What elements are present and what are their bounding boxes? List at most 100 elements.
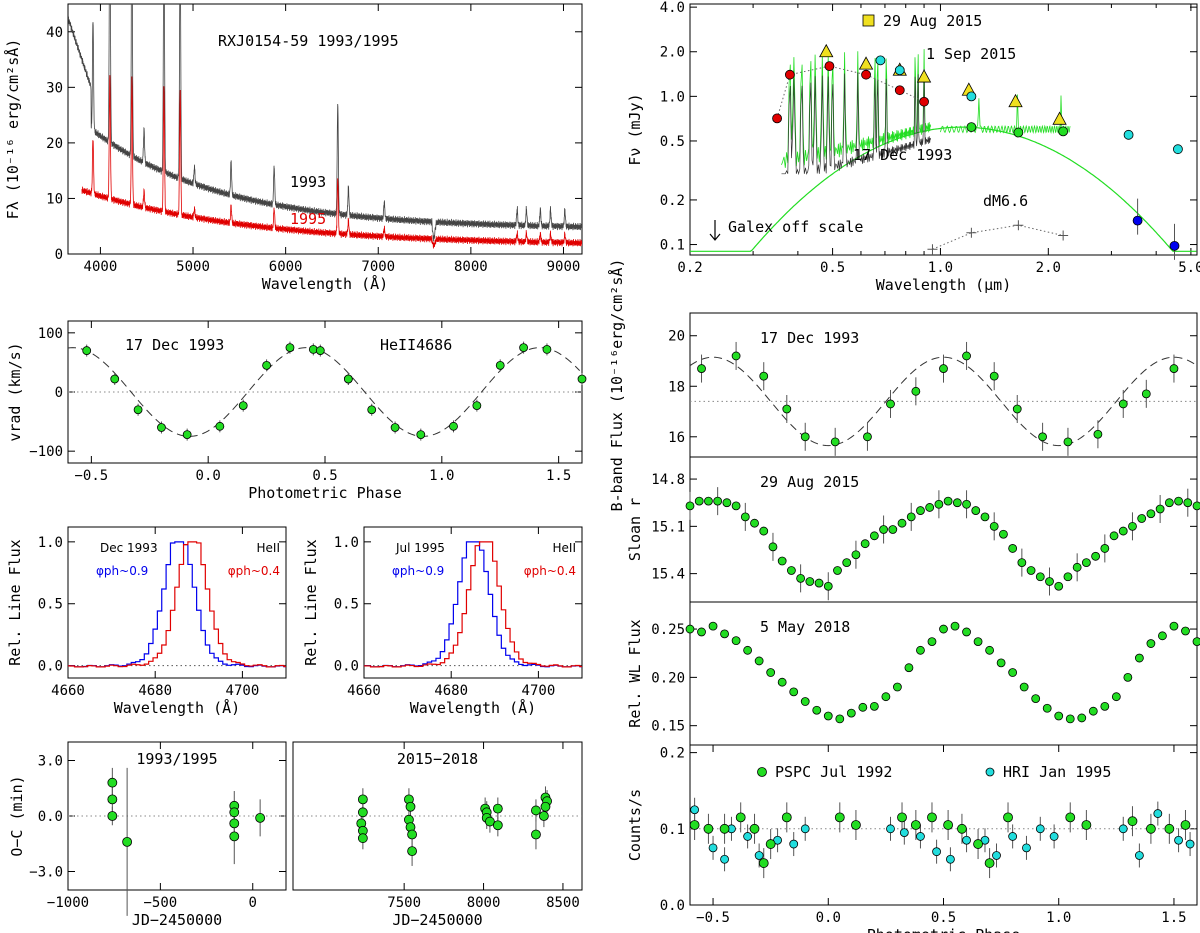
sloan-point — [925, 503, 935, 512]
spec-ytick-label: 40 — [46, 25, 63, 41]
oc2-point — [538, 811, 549, 821]
vrad-point — [449, 421, 458, 431]
sloan-point — [1192, 501, 1200, 511]
wl-point — [1008, 668, 1018, 677]
sed-red-point — [919, 96, 929, 107]
bband-point — [962, 351, 971, 361]
xray-hri-point — [1153, 809, 1163, 818]
sloan-point — [879, 525, 888, 534]
vrad-point — [472, 401, 482, 411]
sed-green-point — [1058, 126, 1069, 137]
bband-point — [863, 432, 872, 442]
bband-point — [911, 386, 921, 396]
sloan-point — [869, 531, 879, 541]
vrad-point — [416, 430, 426, 440]
sed-dec-label: 17 Dec 1993 — [853, 146, 952, 164]
sloan-ylabel: Sloan r — [626, 498, 644, 561]
sed-cyan-point — [966, 91, 977, 102]
sloan-title: 29 Aug 2015 — [760, 473, 859, 491]
bband-ytick-label: 16 — [668, 430, 685, 446]
sloan-point — [740, 512, 750, 522]
sed-dm66-dotted-line — [932, 224, 1064, 250]
sloan-point — [1109, 531, 1119, 541]
wl-point — [846, 708, 856, 718]
xray-pspc-point — [735, 812, 746, 823]
oc2-point — [357, 833, 368, 844]
oc2-title: 2015−2018 — [397, 750, 478, 768]
sloan-ytick-label: 15.4 — [651, 567, 685, 583]
sed-ytick-label: 0.5 — [660, 134, 685, 150]
wl-point — [881, 692, 891, 702]
spec-xlabel: Wavelength (Å) — [262, 274, 388, 293]
wl-point — [1123, 672, 1133, 682]
vrad-point — [82, 346, 92, 355]
sloan-point — [971, 506, 981, 515]
sloan-point — [704, 496, 713, 506]
oc2-point — [492, 803, 503, 814]
xray-xtick-label: 0.5 — [931, 910, 956, 926]
xray-pspc-point — [897, 812, 907, 823]
sed-red-point — [784, 69, 795, 80]
xray-pspc-point — [1003, 812, 1013, 823]
sed-dm-label: dM6.6 — [983, 192, 1028, 210]
xray-ytick-label: 0.1 — [660, 822, 685, 838]
wl-point — [777, 677, 787, 687]
wl-point — [1134, 653, 1144, 663]
bband-point — [1169, 364, 1179, 373]
xray-ylabel: Counts/s — [626, 789, 644, 861]
lp2-phase-blue: φph~0.9 — [392, 564, 444, 578]
sloan-point — [722, 498, 732, 508]
bband-point — [1118, 399, 1128, 409]
vrad-ytick-label: 0 — [55, 385, 63, 401]
wl-point — [731, 636, 741, 646]
vrad-xlabel: Photometric Phase — [248, 484, 402, 502]
xray-xtick-label: 1.0 — [1046, 910, 1071, 926]
sed-xtick-label: 0.5 — [820, 260, 845, 276]
xray-ytick-label: 0.0 — [660, 898, 685, 914]
sloan-point — [823, 581, 833, 591]
wl-point — [904, 663, 914, 673]
wl-point — [950, 621, 960, 631]
vrad-point — [182, 430, 192, 440]
wl-ylabel: Rel. WL Flux — [626, 619, 644, 727]
xray-pspc-point — [1180, 820, 1191, 830]
oc1-point — [122, 837, 133, 847]
xray-hri-point — [1022, 843, 1031, 853]
sloan-point — [787, 566, 796, 575]
sloan-point — [1054, 581, 1064, 591]
sloan-point — [713, 496, 723, 506]
sloan-point — [1026, 566, 1036, 575]
oc2-xlabel: JD−2450000 — [392, 911, 482, 929]
sloan-point — [1091, 551, 1100, 561]
xray-pspc-point — [1081, 820, 1092, 830]
sloan-point — [906, 512, 916, 522]
sed-red-point — [894, 85, 905, 96]
wl-point — [1077, 713, 1087, 723]
vrad-xtick-label: −0.5 — [75, 468, 109, 484]
xray-hri-point — [690, 805, 700, 815]
sed-cyan-point — [894, 65, 905, 76]
vrad-xtick-label: 0.0 — [196, 468, 221, 484]
lp1-blue-profile — [68, 541, 286, 668]
sloan-point — [759, 526, 769, 536]
wl-point — [1088, 706, 1098, 716]
xray-xtick-label: 0.0 — [816, 910, 841, 926]
bband-ytick-label: 20 — [668, 329, 685, 345]
xray-pspc-point — [765, 839, 776, 849]
sloan-point — [1008, 544, 1018, 553]
sloan-point — [685, 501, 695, 511]
oc1-ytick-label: 0.0 — [38, 809, 63, 825]
xray-hri-point — [1008, 832, 1018, 841]
lp1-xtick-label: 4700 — [226, 683, 260, 699]
lp2-phase-red: φph~0.4 — [524, 564, 576, 578]
xray-hri-legend-marker — [985, 767, 995, 777]
wl-point — [996, 658, 1006, 668]
sloan-point — [897, 518, 907, 528]
sloan-point — [768, 542, 778, 552]
oc1-xtick-label: 0 — [249, 895, 257, 911]
sloan-point — [1017, 558, 1027, 567]
xray-pspc-point — [984, 858, 995, 868]
xray-hri-point — [720, 854, 729, 864]
sed-yellow-triangle — [1052, 111, 1067, 125]
oc1-ytick-label: −3.0 — [29, 865, 63, 881]
